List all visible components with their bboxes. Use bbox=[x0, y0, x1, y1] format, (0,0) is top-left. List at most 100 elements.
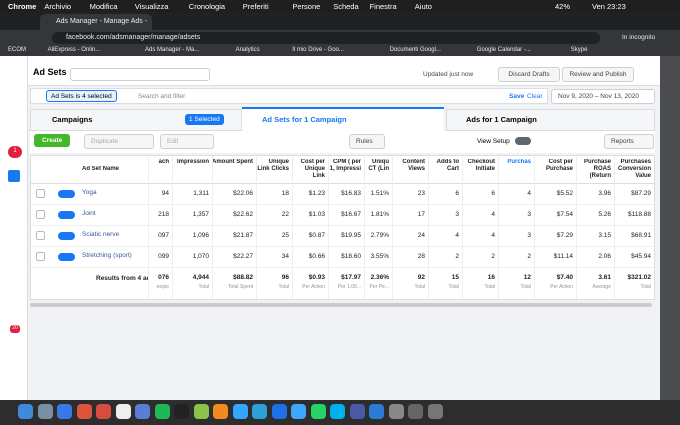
bookmark: Ads Manager - Ma... bbox=[145, 47, 200, 53]
cell: $1.03 bbox=[308, 211, 325, 218]
cell: $0.87 bbox=[308, 232, 325, 239]
account-select[interactable] bbox=[70, 68, 210, 81]
total-sub: Per Action bbox=[302, 284, 325, 290]
rules-button[interactable]: Rules bbox=[349, 134, 385, 149]
column-header: CPM ( per 1, Impressi bbox=[329, 159, 361, 172]
ad-set-name: Joint bbox=[82, 210, 96, 217]
total-sub: Average bbox=[592, 284, 611, 290]
menu-item: Aiuto bbox=[414, 2, 432, 11]
column-header: Purchas bbox=[507, 159, 531, 165]
publish-button[interactable]: Review and Publish bbox=[562, 67, 634, 82]
checkbox bbox=[36, 252, 45, 261]
dock-icon bbox=[193, 404, 209, 419]
checkbox bbox=[36, 189, 45, 198]
ad-set-name: Sciatic nerve bbox=[82, 231, 120, 238]
cell: 94 bbox=[161, 190, 169, 197]
cell: $7.29 bbox=[556, 232, 573, 239]
cell: 1,096 bbox=[192, 232, 209, 239]
create-button[interactable]: Create bbox=[34, 134, 71, 147]
reports-button[interactable]: Reports bbox=[604, 134, 654, 149]
row-divider bbox=[31, 204, 655, 205]
cell: 17 bbox=[417, 211, 425, 218]
column-divider bbox=[462, 156, 463, 299]
cell: 1.81% bbox=[370, 211, 389, 218]
duplicate-button[interactable]: Duplicate bbox=[84, 134, 154, 149]
battery: 42% bbox=[555, 2, 571, 11]
table bbox=[30, 155, 655, 300]
cell: 3 bbox=[527, 211, 531, 218]
column-header: Ad Set Name bbox=[82, 166, 120, 172]
cell: 218 bbox=[158, 211, 169, 218]
dock-icon bbox=[57, 404, 72, 419]
save-link[interactable]: Save bbox=[509, 93, 525, 100]
badge: 1 bbox=[8, 146, 22, 158]
column-divider bbox=[292, 156, 293, 299]
toggle[interactable] bbox=[515, 137, 531, 145]
right-rail bbox=[660, 56, 680, 400]
dock-icon bbox=[310, 404, 326, 419]
search[interactable]: Search and filter bbox=[138, 93, 186, 100]
column-header: Cost per Purchase bbox=[545, 159, 573, 172]
dock-icon bbox=[252, 404, 267, 419]
date-picker[interactable]: Nov 9, 2020 – Nov 13, 2020 bbox=[551, 89, 655, 104]
cell: $118.88 bbox=[627, 211, 651, 218]
menu-item: Chrome bbox=[8, 2, 37, 11]
column-header: ach bbox=[158, 159, 169, 165]
table-icon[interactable] bbox=[8, 170, 20, 182]
dock-icon bbox=[115, 404, 131, 419]
bookmark: Documenti Googl... bbox=[389, 47, 441, 53]
total-sub: Total bbox=[640, 284, 651, 290]
tab-ads[interactable] bbox=[446, 109, 655, 131]
page-title: Ad Sets bbox=[33, 67, 67, 77]
filter-chip[interactable]: Ad Sets is 4 selected bbox=[46, 90, 117, 102]
total: 2.36% bbox=[370, 274, 389, 281]
column-header: Checkout Initiate bbox=[467, 159, 495, 172]
address-bar[interactable]: facebook.com/adsmanager/manage/adsets bbox=[52, 32, 600, 44]
cell: 3.55% bbox=[370, 253, 389, 260]
edit-button[interactable]: Edit bbox=[160, 134, 214, 149]
cell: 3.96 bbox=[598, 190, 611, 197]
cell: 2 bbox=[527, 253, 531, 260]
total: 4,944 bbox=[192, 274, 209, 281]
total-sub: Total bbox=[278, 284, 289, 290]
total: 076 bbox=[158, 274, 169, 281]
cell: 2.06 bbox=[598, 253, 611, 260]
cell: 097 bbox=[158, 232, 169, 239]
toggle bbox=[58, 253, 75, 261]
total-sub: Per Pe... bbox=[369, 284, 389, 290]
total-sub: Per 1,00... bbox=[337, 284, 361, 290]
column-header: Amount Spent bbox=[212, 159, 253, 165]
cell: 2 bbox=[491, 253, 495, 260]
total-sub: eople bbox=[156, 284, 169, 290]
ad-set-name: Yoga bbox=[82, 189, 97, 196]
selected-pill[interactable]: 1 Selected bbox=[185, 114, 224, 125]
cell: $5.52 bbox=[556, 190, 573, 197]
bookmark: ECOM bbox=[8, 47, 26, 53]
clear-link[interactable]: Clear bbox=[527, 93, 543, 100]
column-divider bbox=[148, 156, 149, 299]
discard-button[interactable]: Discard Drafts bbox=[498, 67, 560, 82]
column-divider bbox=[172, 156, 173, 299]
total: $7.40 bbox=[556, 274, 573, 281]
menu-item: Finestra bbox=[369, 2, 397, 11]
browser-tab[interactable]: Ads Manager - Manage Ads - bbox=[40, 14, 152, 30]
cell: $19.95 bbox=[341, 232, 361, 239]
total: $321.02 bbox=[627, 274, 652, 281]
tab-adsets[interactable] bbox=[242, 107, 444, 132]
cell: 3 bbox=[455, 211, 459, 218]
dock-icon bbox=[388, 404, 404, 419]
menu-item: Modifica bbox=[89, 2, 118, 11]
cell: $45.94 bbox=[631, 253, 651, 260]
tab-label: Campaigns bbox=[52, 115, 93, 124]
cell: 23 bbox=[417, 190, 425, 197]
cell: 24 bbox=[417, 232, 425, 239]
dock-icon bbox=[349, 404, 365, 419]
checkbox bbox=[36, 210, 45, 219]
column-header: Purchases Conversion Value bbox=[617, 159, 651, 179]
checkbox bbox=[36, 231, 45, 240]
cell: $16.67 bbox=[341, 211, 361, 218]
dock-icon bbox=[154, 404, 170, 419]
menu-item: Visualizza bbox=[134, 2, 169, 11]
view-setup: View Setup bbox=[477, 138, 510, 145]
